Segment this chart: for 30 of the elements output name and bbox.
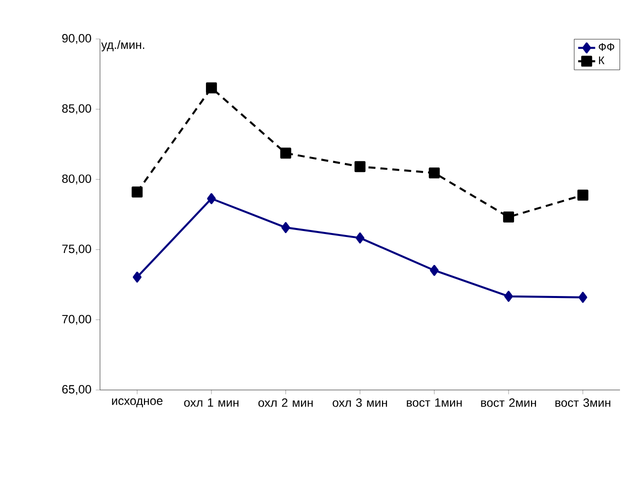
point <box>354 161 366 172</box>
point <box>206 82 217 94</box>
point <box>428 167 440 178</box>
point <box>503 212 514 222</box>
point <box>356 232 364 244</box>
point <box>132 272 142 283</box>
point <box>577 190 588 201</box>
x-tick-label: охл 3 мин <box>332 398 387 407</box>
legend-label: ФФ <box>598 43 614 51</box>
y-axis-title: уд./мин. <box>101 40 144 52</box>
y-tick-label: 80,00 <box>62 174 92 184</box>
point <box>132 186 143 198</box>
point <box>207 193 216 204</box>
x-tick-label: вост 2мин <box>481 398 536 407</box>
x-tick-label: охл 1 мин <box>184 398 238 407</box>
y-tick-label: 85,00 <box>62 104 92 114</box>
point <box>578 292 588 303</box>
point <box>280 148 292 159</box>
x-tick-label: исходное <box>112 398 162 408</box>
y-tick-label: 65,00 <box>62 385 92 395</box>
x-tick-label: вост 3мин <box>555 398 610 407</box>
point <box>430 264 439 276</box>
y-tick-label: 90,00 <box>62 34 92 44</box>
x-tick-label: охл 2 мин <box>258 398 313 407</box>
x-tick-label: вост 1мин <box>406 398 462 407</box>
point <box>504 290 513 302</box>
y-tick-label: 75,00 <box>62 244 92 255</box>
y-tick-label: 70,00 <box>62 314 92 325</box>
point <box>281 222 290 234</box>
legend-label: К <box>599 56 604 64</box>
